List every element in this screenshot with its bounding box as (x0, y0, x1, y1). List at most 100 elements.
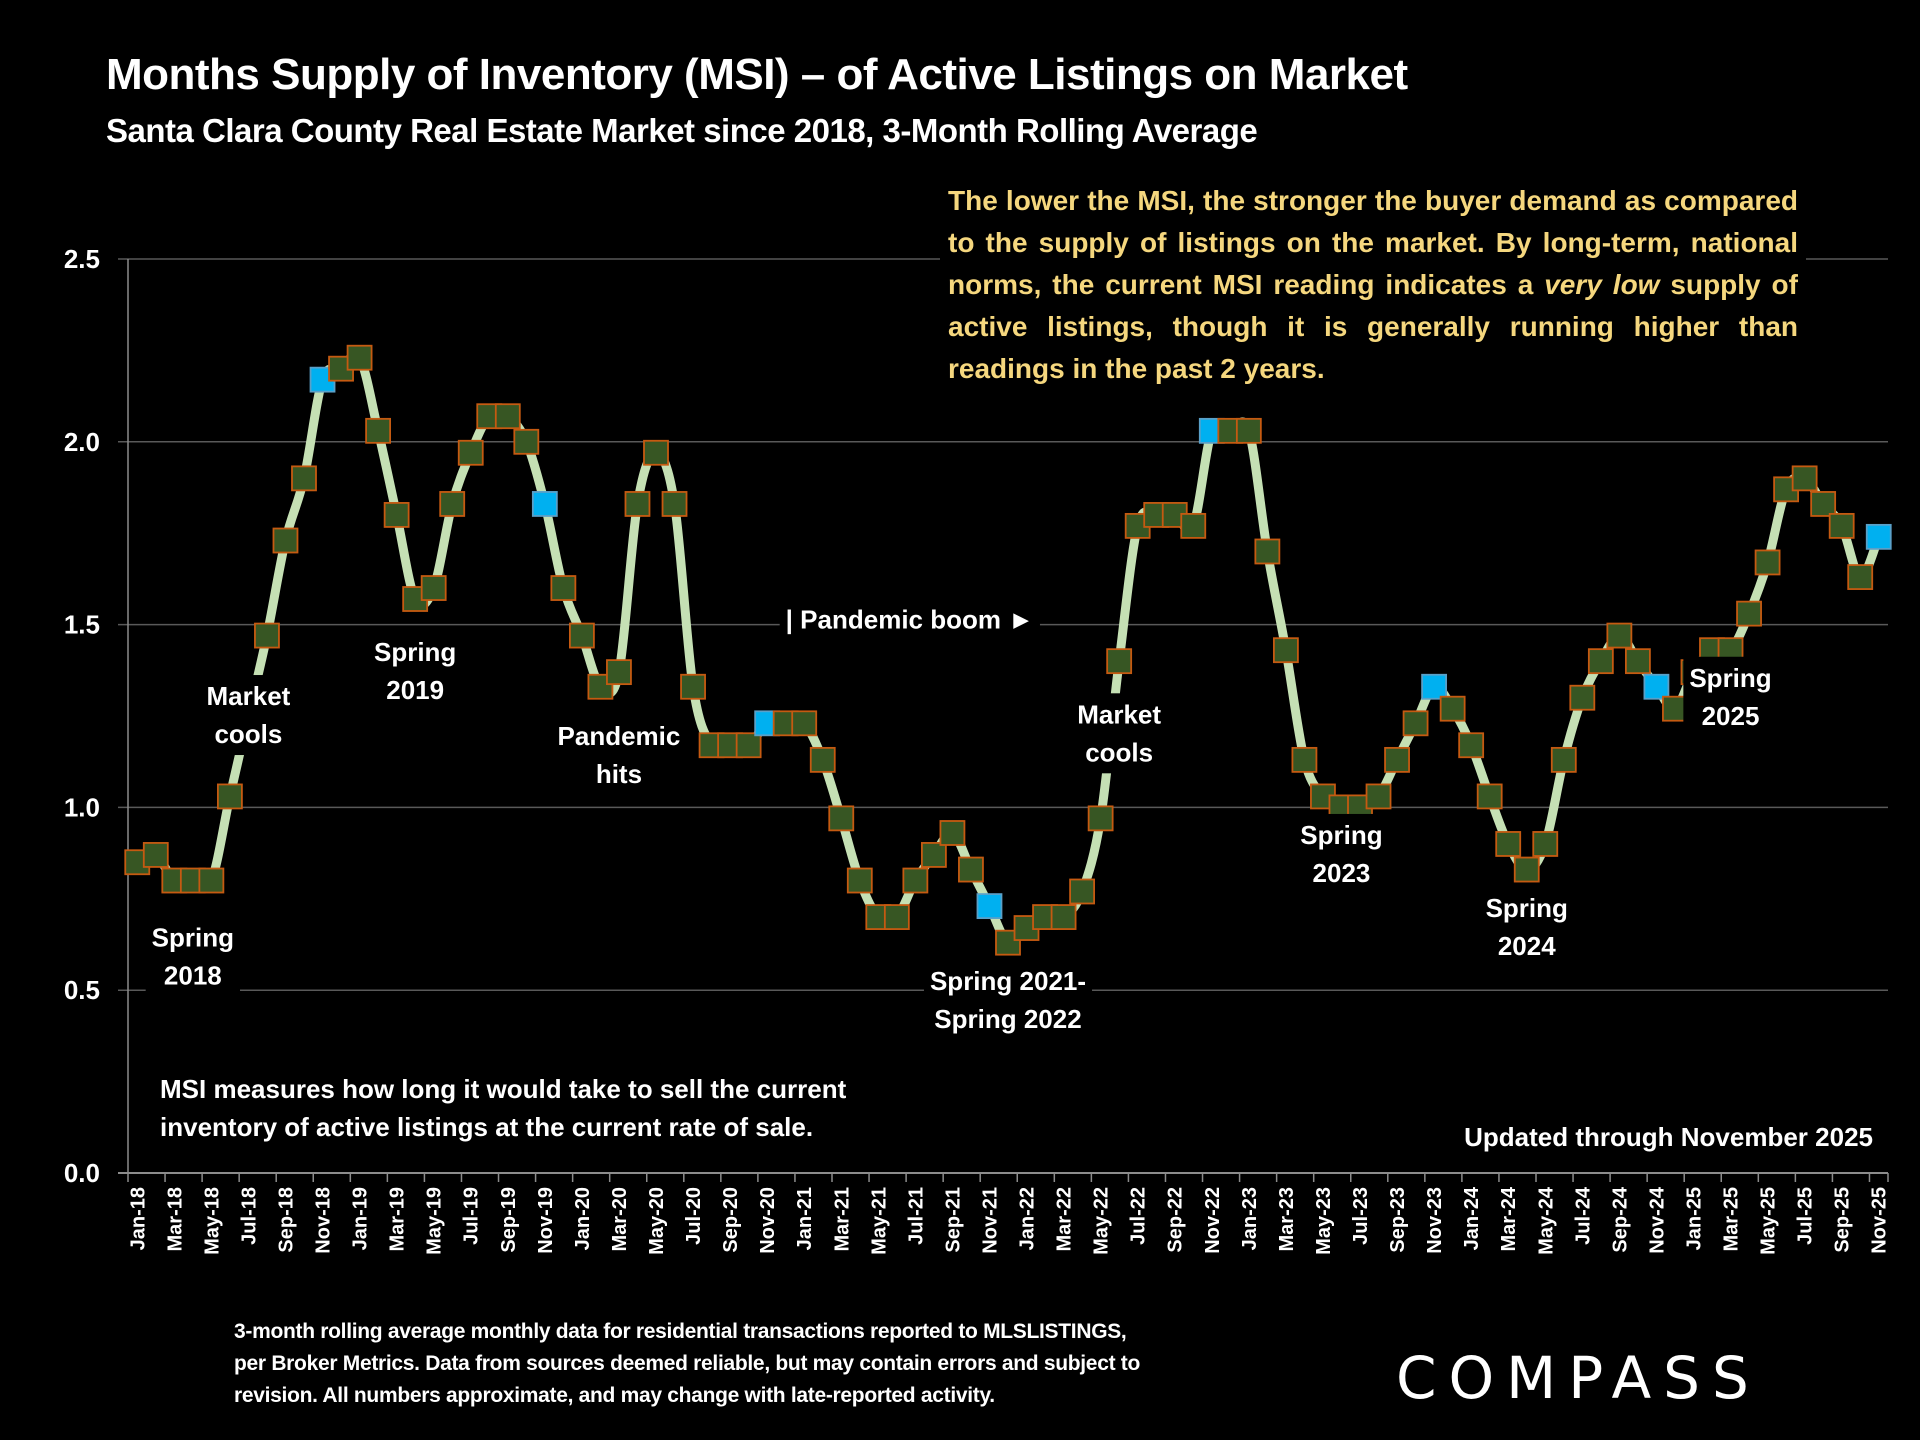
x-tick-label: Jan-22 (1017, 1187, 1039, 1250)
annotation-text: 2025 (1702, 701, 1760, 731)
data-point (883, 904, 910, 930)
annotation-background (1479, 887, 1574, 968)
annotation-text: Spring (374, 637, 456, 667)
data-point (1291, 746, 1318, 773)
data-point (606, 659, 632, 686)
data-point (216, 783, 243, 810)
data-point (1624, 648, 1651, 675)
data-point (995, 929, 1021, 956)
x-tick-label: Mar-20 (609, 1187, 631, 1251)
x-tick-label: Mar-24 (1498, 1186, 1520, 1251)
data-point (254, 622, 280, 649)
y-axis: 0.0 0.5 1.0 1.5 2.0 2.5 (64, 244, 129, 1188)
data-point (1180, 512, 1207, 539)
data-point-highlight (976, 893, 1003, 920)
y-tick-label: 1.0 (64, 792, 100, 822)
annotation-label: | Pandemic boom ► (779, 598, 1040, 641)
data-point (1254, 538, 1281, 565)
data-point (643, 439, 669, 466)
compass-logo: COMPASS (1396, 1344, 1761, 1412)
x-tick-label: May-22 (1091, 1187, 1113, 1255)
annotation-label: Spring 2018 (145, 916, 241, 997)
x-tick-label: Nov-18 (313, 1187, 335, 1254)
x-tick-label: Mar-25 (1721, 1187, 1743, 1251)
data-point (958, 856, 984, 883)
data-point (457, 439, 484, 466)
x-tick-label: Jan-20 (572, 1187, 594, 1250)
data-point (1402, 710, 1429, 737)
data-point (346, 344, 373, 371)
x-tick-label: Nov-24 (1646, 1186, 1668, 1254)
data-point (809, 746, 836, 773)
data-point (1847, 564, 1874, 590)
x-tick-label: Jan-18 (127, 1187, 149, 1250)
data-point (1828, 512, 1855, 539)
data-point (1513, 856, 1540, 883)
y-tick-label: 2.0 (64, 427, 100, 457)
definition-line: MSI measures how long it would take to s… (160, 1074, 847, 1104)
x-tick-label: Mar-19 (387, 1187, 409, 1251)
annotation-label: Pandemic hits (551, 715, 687, 796)
x-tick-label: Jan-24 (1461, 1186, 1483, 1250)
data-point (828, 805, 855, 832)
y-tick-label: 2.5 (64, 244, 100, 274)
x-tick-label: Nov-19 (535, 1187, 557, 1254)
data-point (1791, 465, 1818, 492)
annotation-text: 2018 (164, 960, 222, 990)
annotation-text: Spring (1300, 820, 1382, 850)
msi-definition: MSI measures how long it would take to s… (160, 1070, 846, 1146)
data-point-highlight (1421, 673, 1448, 700)
x-tick-label: Jul-18 (238, 1187, 260, 1245)
annotation-text: | Pandemic boom ► (786, 604, 1034, 634)
chart-title: Months Supply of Inventory (MSI) – of Ac… (106, 50, 1408, 99)
annotation-text: 2023 (1313, 858, 1371, 888)
data-point (365, 417, 392, 444)
y-tick-label: 1.5 (64, 610, 100, 640)
x-tick-label: May-25 (1758, 1187, 1780, 1255)
annotation-background (145, 916, 241, 997)
data-point (1087, 805, 1114, 832)
data-point (1736, 600, 1762, 627)
annotation-label: Spring 2021- Spring 2022 (923, 960, 1093, 1041)
x-tick-label: May-24 (1535, 1186, 1557, 1255)
annotation-text: Spring (1486, 893, 1568, 923)
interpretation-note: The lower the MSI, the stronger the buye… (940, 178, 1806, 392)
footnote-line: 3-month rolling average monthly data for… (234, 1320, 1127, 1343)
data-point (920, 842, 947, 868)
data-point (902, 867, 929, 894)
data-point (624, 491, 651, 517)
data-point-highlight (1865, 523, 1892, 550)
data-point (1569, 684, 1596, 711)
x-tick-label: Sep-22 (1165, 1187, 1187, 1253)
annotation-background (1683, 656, 1778, 737)
data-point (1050, 904, 1077, 930)
x-tick-label: Mar-22 (1054, 1187, 1076, 1251)
annotation-background (779, 598, 1040, 641)
series-msi (124, 344, 1892, 956)
data-point (680, 673, 706, 700)
data-point (1272, 637, 1299, 664)
x-tick-label: May-23 (1313, 1187, 1335, 1255)
data-point (661, 491, 688, 517)
x-tick-label: Mar-18 (164, 1187, 186, 1251)
x-tick-label: Jan-19 (350, 1187, 372, 1250)
annotation-background (551, 715, 687, 796)
x-tick-label: May-21 (868, 1187, 890, 1255)
chart-subtitle: Santa Clara County Real Estate Market si… (106, 112, 1258, 149)
data-point (1754, 549, 1781, 576)
data-point (439, 491, 466, 517)
annotation-text: Pandemic (558, 721, 681, 751)
annotation-background (1071, 693, 1168, 774)
annotation-text: cools (214, 719, 282, 749)
x-axis: Jan-18 Mar-18 May-18 Jul-18 Sep-18 Nov-18 Jan-… (118, 1172, 1891, 1255)
data-point-highlight (531, 491, 558, 517)
annotation-text: 2024 (1498, 931, 1556, 961)
x-tick-label: Jul-19 (461, 1187, 483, 1245)
note-part2: supply of active listings, though it is … (948, 269, 1798, 384)
x-tick-label: Mar-23 (1276, 1187, 1298, 1251)
annotation-background (200, 675, 297, 756)
x-tick-label: Jul-24 (1572, 1186, 1594, 1245)
data-point (550, 575, 577, 601)
annotation-text: Spring (1689, 663, 1771, 693)
